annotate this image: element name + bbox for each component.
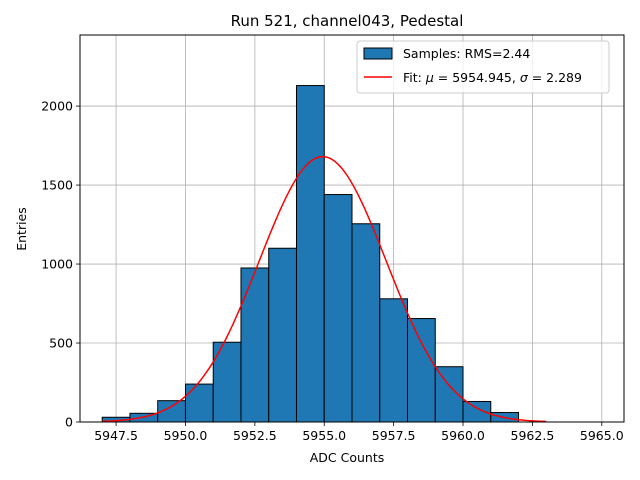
histogram-bar bbox=[295, 85, 325, 423]
legend-fit-mu-value: = 5954.945, bbox=[434, 70, 520, 85]
histogram-bar bbox=[184, 383, 214, 423]
x-axis-ticks: 5947.5 5950.0 5952.5 5955.0 5957.5 5960.0 5962… bbox=[94, 422, 624, 443]
legend-label-samples: Samples: RMS=2.44 bbox=[403, 46, 530, 61]
histogram-bar bbox=[268, 247, 297, 423]
chart-title: Run 521, channel043, Pedestal bbox=[231, 12, 464, 30]
y-tick-label: 0 bbox=[65, 415, 73, 430]
histogram-bar bbox=[351, 223, 381, 423]
fit-curve bbox=[102, 155, 547, 423]
x-tick-label: 5950.0 bbox=[164, 428, 208, 443]
x-tick-label: 5952.5 bbox=[233, 428, 277, 443]
x-tick-label: 5965.0 bbox=[580, 428, 624, 443]
x-tick-label: 5955.0 bbox=[302, 428, 346, 443]
legend-fit-sigma-value: = 2.289 bbox=[528, 70, 582, 85]
legend-label-fit: Fit: μ = 5954.945, σ = 2.289 bbox=[403, 70, 582, 85]
x-axis-title: ADC Counts bbox=[310, 450, 385, 465]
legend: Samples: RMS=2.44 Fit: μ = 5954.945, σ =… bbox=[356, 40, 610, 94]
y-tick-label: 1500 bbox=[41, 178, 73, 193]
y-tick-label: 1000 bbox=[41, 257, 73, 272]
legend-fit-sigma-symbol: σ bbox=[520, 70, 529, 85]
x-tick-label: 5957.5 bbox=[372, 428, 416, 443]
legend-fit-mu-symbol: μ bbox=[425, 70, 434, 85]
histogram-bar bbox=[379, 298, 409, 423]
x-tick-label: 5947.5 bbox=[94, 428, 138, 443]
histogram-bar bbox=[240, 267, 270, 423]
histogram-bar bbox=[407, 318, 436, 423]
plot-frame bbox=[79, 34, 625, 423]
x-tick-label: 5960.0 bbox=[441, 428, 485, 443]
legend-fit-prefix: Fit: bbox=[403, 70, 426, 85]
histogram-bars bbox=[101, 85, 520, 423]
legend-box bbox=[356, 40, 610, 94]
histogram-bar bbox=[323, 194, 353, 423]
x-tick-label: 5962.5 bbox=[511, 428, 555, 443]
legend-swatch-samples bbox=[363, 47, 393, 60]
y-tick-label: 500 bbox=[49, 336, 73, 351]
y-axis-title: Entries bbox=[14, 207, 29, 251]
y-tick-label: 2000 bbox=[41, 99, 73, 114]
y-axis-ticks: 0 500 1000 1500 2000 bbox=[41, 99, 80, 430]
